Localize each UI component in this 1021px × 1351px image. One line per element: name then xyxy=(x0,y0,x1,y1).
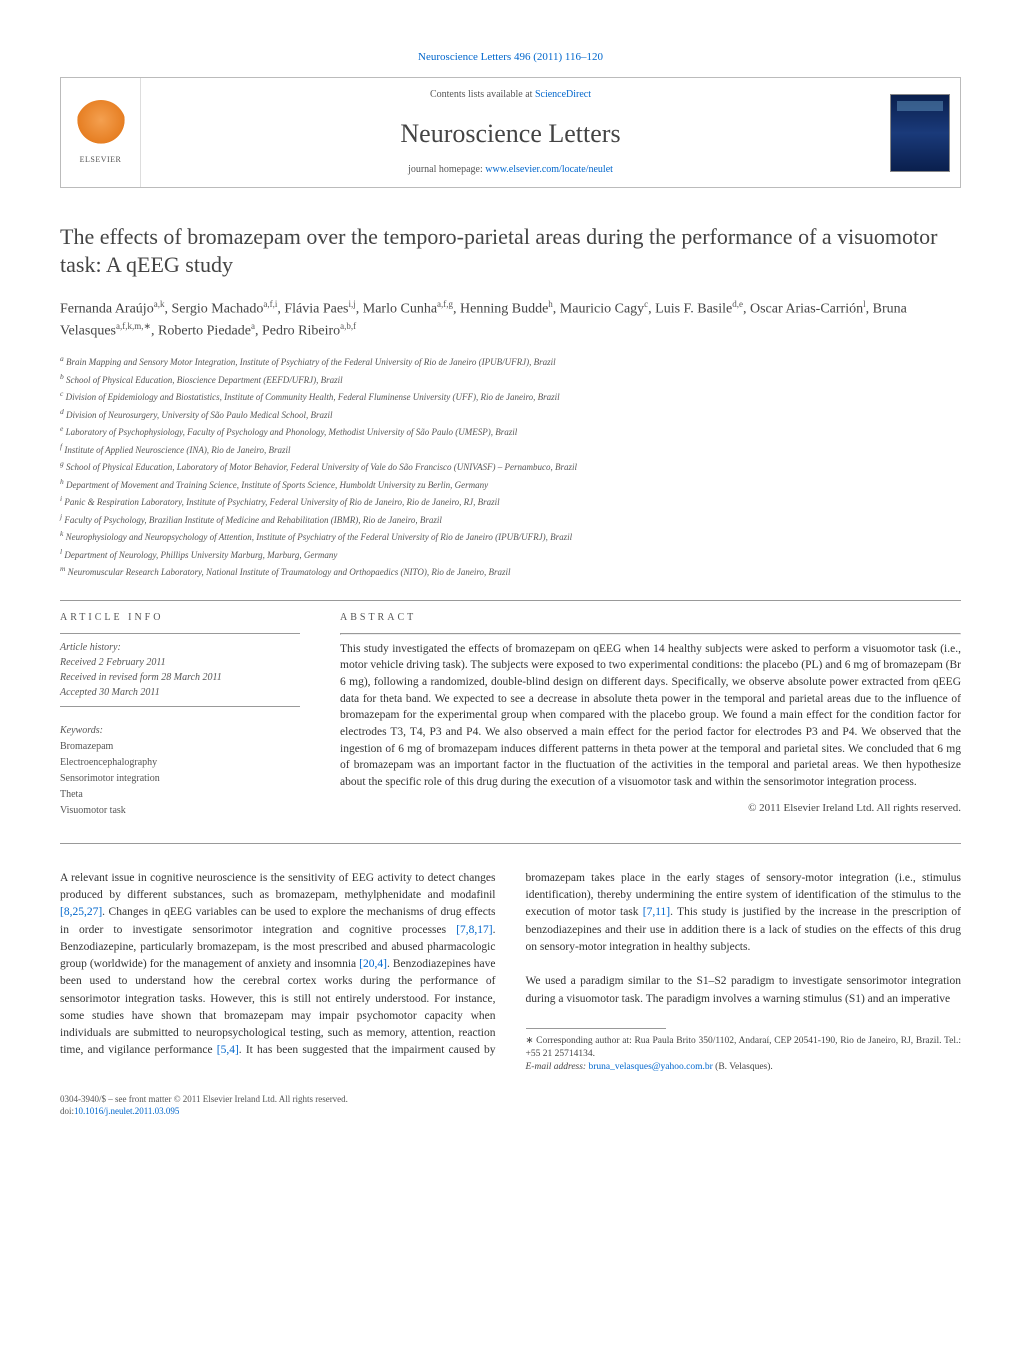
affiliations: a Brain Mapping and Sensory Motor Integr… xyxy=(60,353,961,580)
citation-link[interactable]: [8,25,27] xyxy=(60,906,102,918)
section-divider xyxy=(60,600,961,601)
abstract-column: abstract This study investigated the eff… xyxy=(340,611,961,819)
info-abstract-row: article info Article history: Received 2… xyxy=(60,611,961,819)
article-info-column: article info Article history: Received 2… xyxy=(60,611,300,819)
keyword: Sensorimotor integration xyxy=(60,771,300,787)
doi-link[interactable]: 10.1016/j.neulet.2011.03.095 xyxy=(74,1106,179,1116)
email-suffix: (B. Velasques). xyxy=(713,1062,773,1072)
footnote-separator xyxy=(526,1028,666,1029)
body-text: A relevant issue in cognitive neuroscien… xyxy=(60,870,961,1075)
citation-link[interactable]: [20,4] xyxy=(359,958,387,970)
header-center: Contents lists available at ScienceDirec… xyxy=(141,78,880,186)
body-para1-pre: A relevant issue in cognitive neuroscien… xyxy=(60,872,496,901)
publisher-logo: ELSEVIER xyxy=(61,78,141,186)
homepage-line: journal homepage: www.elsevier.com/locat… xyxy=(141,163,880,177)
affiliation-line: c Division of Epidemiology and Biostatis… xyxy=(60,388,961,405)
affiliation-line: f Institute of Applied Neuroscience (INA… xyxy=(60,441,961,458)
abstract-text: This study investigated the effects of b… xyxy=(340,641,961,791)
accepted-date: Accepted 30 March 2011 xyxy=(60,685,300,700)
keywords-list: BromazepamElectroencephalographySensorim… xyxy=(60,739,300,819)
elsevier-tree-icon xyxy=(76,100,126,150)
keyword: Electroencephalography xyxy=(60,755,300,771)
affiliation-line: e Laboratory of Psychophysiology, Facult… xyxy=(60,423,961,440)
info-divider xyxy=(60,706,300,707)
affiliation-line: g School of Physical Education, Laborato… xyxy=(60,458,961,475)
email-line: E-mail address: bruna_velasques@yahoo.co… xyxy=(526,1061,962,1074)
contents-line: Contents lists available at ScienceDirec… xyxy=(141,88,880,102)
keyword: Theta xyxy=(60,787,300,803)
corresponding-author: ∗ Corresponding author at: Rua Paula Bri… xyxy=(526,1035,962,1062)
email-label: E-mail address: xyxy=(526,1062,589,1072)
doi-prefix: doi: xyxy=(60,1106,74,1116)
affiliation-line: l Department of Neurology, Phillips Univ… xyxy=(60,546,961,563)
abstract-heading: abstract xyxy=(340,611,961,625)
article-history: Article history: Received 2 February 201… xyxy=(60,640,300,700)
revised-date: Received in revised form 28 March 2011 xyxy=(60,670,300,685)
abstract-copyright: © 2011 Elsevier Ireland Ltd. All rights … xyxy=(340,801,961,816)
footer-copyright: 0304-3940/$ – see front matter © 2011 El… xyxy=(60,1093,961,1106)
homepage-link[interactable]: www.elsevier.com/locate/neulet xyxy=(485,164,613,175)
running-head-link[interactable]: Neuroscience Letters 496 (2011) 116–120 xyxy=(418,51,603,63)
history-label: Article history: xyxy=(60,640,300,655)
affiliation-line: k Neurophysiology and Neuropsychology of… xyxy=(60,528,961,545)
citation-link[interactable]: [5,4] xyxy=(217,1044,239,1056)
journal-name: Neuroscience Letters xyxy=(141,116,880,152)
affiliation-line: b School of Physical Education, Bioscien… xyxy=(60,371,961,388)
author-list: Fernanda Araújoa,k, Sergio Machadoa,f,i,… xyxy=(60,298,961,341)
affiliation-line: m Neuromuscular Research Laboratory, Nat… xyxy=(60,563,961,580)
email-link[interactable]: bruna_velasques@yahoo.com.br xyxy=(588,1062,712,1072)
running-head: Neuroscience Letters 496 (2011) 116–120 xyxy=(60,50,961,65)
keywords-block: Keywords: BromazepamElectroencephalograp… xyxy=(60,723,300,819)
body-para3: We used a paradigm similar to the S1–S2 … xyxy=(526,975,962,1004)
affiliation-line: d Division of Neurosurgery, University o… xyxy=(60,406,961,423)
sciencedirect-link[interactable]: ScienceDirect xyxy=(535,89,591,100)
elsevier-label: ELSEVIER xyxy=(80,154,122,165)
footer-doi-line: doi:10.1016/j.neulet.2011.03.095 xyxy=(60,1105,961,1118)
contents-prefix: Contents lists available at xyxy=(430,89,535,100)
cover-image xyxy=(890,94,950,172)
journal-header-box: ELSEVIER Contents lists available at Sci… xyxy=(60,77,961,187)
page-footer: 0304-3940/$ – see front matter © 2011 El… xyxy=(60,1093,961,1118)
cover-thumbnail xyxy=(880,78,960,186)
keyword: Visuomotor task xyxy=(60,803,300,819)
citation-link[interactable]: [7,11] xyxy=(643,906,670,918)
footnotes: ∗ Corresponding author at: Rua Paula Bri… xyxy=(526,1035,962,1075)
keywords-label: Keywords: xyxy=(60,723,300,739)
body-para1-mid1: . Changes in qEEG variables can be used … xyxy=(60,906,496,935)
affiliation-line: j Faculty of Psychology, Brazilian Insti… xyxy=(60,511,961,528)
abstract-divider xyxy=(340,633,961,635)
homepage-prefix: journal homepage: xyxy=(408,164,485,175)
affiliation-line: a Brain Mapping and Sensory Motor Integr… xyxy=(60,353,961,370)
received-date: Received 2 February 2011 xyxy=(60,655,300,670)
info-divider xyxy=(60,633,300,634)
article-title: The effects of bromazepam over the tempo… xyxy=(60,223,961,280)
affiliation-line: h Department of Movement and Training Sc… xyxy=(60,476,961,493)
article-info-heading: article info xyxy=(60,611,300,625)
citation-link[interactable]: [7,8,17] xyxy=(456,924,492,936)
section-divider xyxy=(60,843,961,844)
keyword: Bromazepam xyxy=(60,739,300,755)
affiliation-line: i Panic & Respiration Laboratory, Instit… xyxy=(60,493,961,510)
